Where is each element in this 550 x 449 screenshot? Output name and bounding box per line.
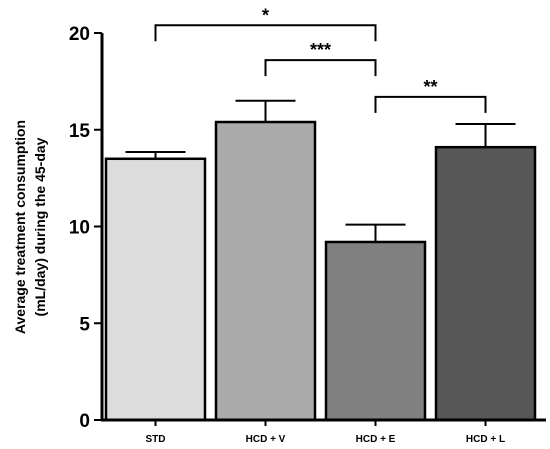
y-tick-label: 15 — [69, 121, 91, 142]
x-tick-label: HCD + E — [356, 434, 396, 445]
x-axis-labels: STD HCD + V HCD + E HCD + L — [146, 420, 505, 445]
significance-label: ** — [423, 77, 437, 97]
x-tick-label: HCD + L — [466, 434, 505, 445]
y-tick-label: 20 — [69, 24, 90, 45]
significance-bracket — [264, 59, 377, 77]
bars — [104, 120, 537, 422]
bar — [214, 120, 317, 422]
y-tick-label: 10 — [69, 218, 90, 239]
significance-bracket — [154, 24, 377, 42]
y-tick-label: 5 — [79, 314, 90, 335]
significance-label: *** — [310, 40, 331, 60]
x-tick-label: STD — [146, 434, 166, 445]
bar — [104, 157, 207, 422]
y-axis-label-line-2: (mL/day) during the 45-day — [32, 137, 48, 316]
y-axis-label: Average treatment consumption (mL/day) d… — [12, 120, 48, 334]
significance-bracket — [374, 95, 487, 113]
x-tick-label: HCD + V — [246, 434, 286, 445]
significance-label: * — [262, 5, 269, 25]
y-tick-label: 0 — [79, 411, 90, 432]
bar — [434, 145, 537, 422]
y-axis-label-line-1: Average treatment consumption — [12, 120, 28, 334]
significance-brackets: ****** — [154, 5, 487, 113]
error-bars — [125, 99, 516, 242]
axes — [100, 33, 546, 422]
bar — [324, 240, 427, 422]
y-axis-ticks: 0 5 10 15 20 — [69, 24, 102, 432]
